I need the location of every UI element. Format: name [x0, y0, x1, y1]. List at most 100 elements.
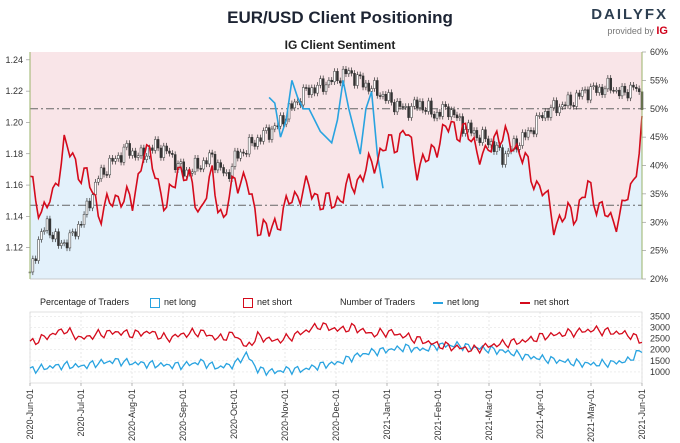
- price-candle: [256, 137, 259, 147]
- x-tick-label: 2020-Aug-01: [127, 389, 137, 441]
- price-candle: [242, 151, 245, 154]
- price-candle: [481, 129, 484, 143]
- price-candle: [134, 150, 137, 158]
- price-candle: [273, 125, 277, 130]
- price-candle: [97, 178, 100, 183]
- price-candle: [629, 84, 632, 99]
- logo-provided: provided by IG: [607, 25, 668, 37]
- price-candle: [401, 106, 405, 108]
- price-candle: [111, 157, 114, 162]
- price-candle: [398, 101, 402, 107]
- price-candle: [79, 224, 83, 226]
- price-candle: [521, 132, 524, 146]
- price-candle: [210, 152, 214, 155]
- price-candle: [381, 93, 385, 97]
- x-tick-label: 2020-Jul-01: [76, 389, 86, 437]
- price-candle: [122, 146, 126, 163]
- price-candle: [598, 86, 601, 93]
- price-candle: [447, 106, 450, 118]
- price-candle: [609, 77, 612, 91]
- traders-tick-label: 2500: [650, 334, 670, 344]
- price-candle: [310, 87, 314, 96]
- price-candle: [48, 218, 52, 236]
- price-candle: [595, 85, 598, 93]
- price-candle: [504, 153, 507, 165]
- price-candle: [108, 157, 111, 176]
- price-candle: [270, 128, 274, 140]
- price-candle: [65, 242, 69, 249]
- price-candle: [68, 232, 72, 249]
- price-candle: [467, 122, 470, 130]
- price-candle: [558, 106, 561, 114]
- price-candle: [199, 168, 203, 170]
- price-candle: [418, 101, 422, 109]
- net-short-line-swatch: [520, 301, 530, 304]
- price-candle: [259, 137, 262, 142]
- price-candle: [532, 130, 536, 135]
- price-candle: [151, 147, 154, 151]
- price-candle: [168, 150, 171, 154]
- price-candle: [495, 144, 499, 152]
- right-tick-label: 20%: [650, 274, 668, 284]
- price-candle: [202, 160, 205, 170]
- price-candle: [316, 84, 319, 94]
- chart-title: EUR/USD Client Positioning: [227, 8, 453, 27]
- price-candle: [62, 242, 66, 244]
- price-candle: [239, 151, 242, 159]
- price-candle: [546, 111, 550, 118]
- price-candle: [367, 82, 370, 92]
- price-candle: [247, 137, 251, 155]
- x-tick-label: 2020-Sep-01: [178, 389, 188, 441]
- price-candle: [572, 105, 575, 107]
- price-candle: [478, 137, 481, 143]
- price-candle: [518, 145, 521, 150]
- price-candle: [94, 181, 97, 196]
- price-candle: [165, 145, 168, 152]
- x-tick-label: 2021-Feb-01: [433, 389, 443, 441]
- price-candle: [589, 86, 593, 101]
- price-candle: [54, 231, 57, 240]
- price-candle: [40, 231, 43, 240]
- price-candle: [99, 167, 103, 180]
- price-candle: [42, 230, 46, 232]
- right-tick-label: 50%: [650, 104, 668, 114]
- traders-tick-label: 3500: [650, 311, 670, 321]
- price-candle: [373, 80, 376, 89]
- price-candle: [529, 130, 533, 132]
- price-candle: [612, 90, 615, 92]
- price-candle: [424, 109, 427, 112]
- price-candle: [153, 139, 157, 151]
- price-candle: [57, 231, 60, 246]
- right-tick-label: 35%: [650, 189, 668, 199]
- price-candle: [156, 139, 160, 149]
- price-candle: [290, 103, 294, 109]
- price-candle: [455, 114, 459, 119]
- price-candle: [136, 155, 140, 158]
- price-candle: [472, 130, 476, 134]
- price-candle: [432, 113, 436, 119]
- price-candle: [632, 84, 635, 88]
- price-candle: [191, 171, 194, 174]
- legend-num-long: net long: [433, 297, 479, 307]
- price-candle: [279, 115, 282, 127]
- price-candle: [475, 130, 479, 139]
- x-tick-label: 2020-Nov-01: [280, 389, 290, 441]
- price-candle: [376, 80, 379, 96]
- price-candle: [196, 157, 200, 169]
- price-candle: [282, 115, 285, 125]
- price-candle: [116, 155, 120, 159]
- price-candle: [358, 74, 362, 77]
- right-tick-label: 45%: [650, 132, 668, 142]
- price-candle: [452, 109, 456, 116]
- right-tick-label: 55%: [650, 75, 668, 85]
- legend-pct-long: net long: [150, 297, 196, 308]
- price-candle: [330, 79, 333, 83]
- price-candle: [353, 73, 356, 86]
- price-candle: [131, 150, 134, 156]
- price-candle: [324, 84, 328, 92]
- left-tick-label: 1.14: [5, 211, 23, 221]
- x-tick-label: 2021-Mar-01: [484, 389, 494, 441]
- price-candle: [626, 92, 630, 99]
- price-candle: [450, 109, 453, 118]
- logo-brand: DAILYFX: [591, 6, 668, 23]
